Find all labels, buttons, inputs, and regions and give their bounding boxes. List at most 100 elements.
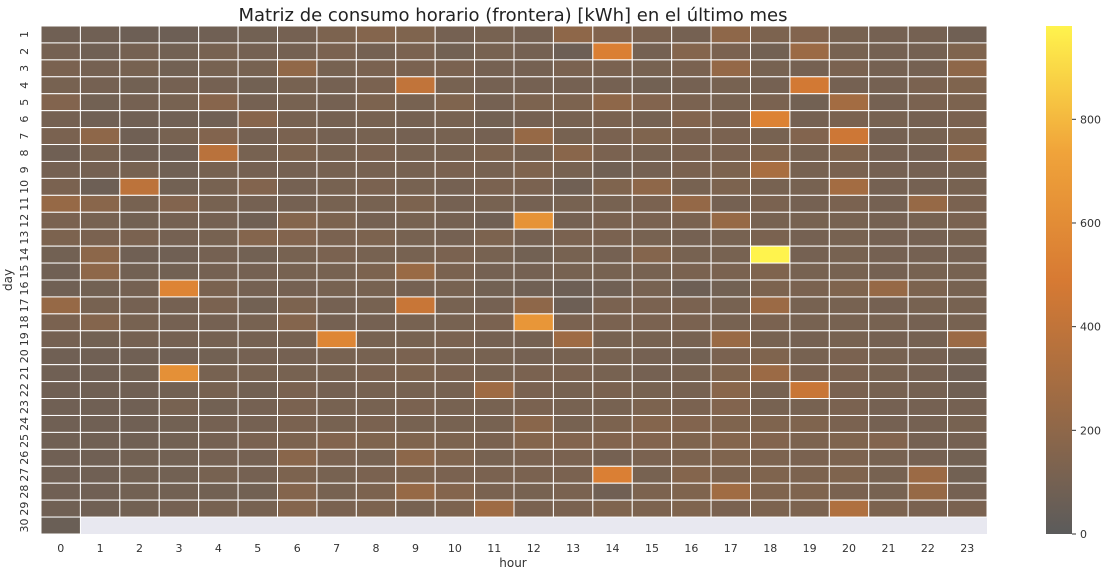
y-tick-label: 27 (18, 468, 31, 482)
heatmap-cell (434, 211, 476, 230)
heatmap-cell (474, 330, 515, 349)
heatmap-cell (710, 144, 752, 162)
heatmap-cell (789, 381, 830, 400)
heatmap-cell (828, 228, 870, 247)
heatmap-cell (631, 42, 673, 61)
heatmap-cell (237, 110, 278, 129)
heatmap-cell (789, 448, 830, 467)
heatmap-cell (868, 245, 909, 264)
heatmap-cell (750, 398, 791, 416)
heatmap-cell (316, 42, 357, 61)
heatmap-cell (79, 364, 121, 383)
heatmap-cell (434, 364, 476, 383)
heatmap-cell (158, 330, 200, 349)
heatmap-cell (868, 381, 909, 400)
heatmap-cell (750, 211, 791, 230)
heatmap-cell (79, 414, 121, 433)
heatmap-cell (828, 313, 870, 332)
heatmap-cell (592, 330, 633, 349)
heatmap-cell (237, 194, 278, 213)
heatmap-cell (277, 262, 318, 281)
y-tick-label: 19 (18, 332, 31, 346)
heatmap-cell (395, 144, 436, 162)
heatmap-cell (40, 364, 81, 383)
heatmap-cell (592, 42, 633, 61)
heatmap-cell (277, 499, 318, 518)
heatmap-cell (119, 482, 160, 501)
heatmap-cell (237, 313, 278, 332)
heatmap-cell (355, 431, 397, 450)
heatmap-cell (40, 194, 81, 213)
heatmap-cell (907, 127, 949, 146)
heatmap-cell (592, 144, 633, 162)
heatmap-cell (316, 279, 357, 298)
heatmap-cell (198, 194, 239, 213)
heatmap-cell (868, 364, 909, 383)
y-tick-label: 6 (18, 116, 31, 123)
heatmap-cell (79, 262, 121, 281)
heatmap-cell (395, 211, 436, 230)
heatmap-cell (474, 431, 515, 450)
heatmap-cell (513, 465, 554, 484)
heatmap-cell (316, 330, 357, 349)
heatmap-cell (513, 245, 554, 264)
heatmap-cell (395, 448, 436, 467)
heatmap-cell (710, 296, 752, 315)
y-tick-label: 16 (18, 281, 31, 295)
heatmap-cell (355, 262, 397, 281)
heatmap-cell (355, 499, 397, 518)
heatmap-cell (592, 364, 633, 383)
heatmap-cell (316, 465, 357, 484)
heatmap-cell (395, 482, 436, 501)
y-tick-label: 24 (18, 417, 31, 431)
y-tick-label: 9 (18, 166, 31, 173)
heatmap-cell (868, 76, 909, 95)
x-tick-label: 22 (921, 542, 935, 555)
heatmap-cell (119, 279, 160, 298)
heatmap-cell (355, 144, 397, 162)
heatmap-cell (789, 398, 830, 416)
heatmap-cell (947, 228, 988, 247)
heatmap-cell (750, 245, 791, 264)
heatmap-cell (828, 25, 870, 44)
colorbar-tick-label: 600 (1080, 217, 1101, 230)
heatmap-cell (434, 194, 476, 213)
x-tick-label: 5 (254, 542, 261, 555)
heatmap-cell (789, 296, 830, 315)
heatmap-cell (592, 499, 633, 518)
heatmap-cell (395, 127, 436, 146)
heatmap-cell (789, 177, 830, 196)
heatmap-cell (40, 76, 81, 95)
heatmap-cell (79, 431, 121, 450)
heatmap-cell (592, 211, 633, 230)
heatmap-cell (277, 127, 318, 146)
heatmap-cell (277, 144, 318, 162)
heatmap-cell (552, 296, 594, 315)
heatmap-cell (631, 245, 673, 264)
heatmap-cell (789, 313, 830, 332)
heatmap-cell (868, 211, 909, 230)
heatmap-cell (868, 194, 909, 213)
heatmap-cell (40, 177, 81, 196)
heatmap-cell (395, 59, 436, 78)
heatmap-cell (552, 127, 594, 146)
heatmap-cell (828, 364, 870, 383)
heatmap-cell (474, 245, 515, 264)
heatmap-cell (671, 228, 712, 247)
heatmap-cell (79, 110, 121, 129)
heatmap-cell (40, 313, 81, 332)
heatmap-cell (40, 398, 81, 416)
heatmap-cell (198, 448, 239, 467)
heatmap-cell (474, 398, 515, 416)
heatmap-cell (907, 279, 949, 298)
heatmap-cell (40, 228, 81, 247)
heatmap-cell (355, 194, 397, 213)
heatmap-cell (592, 93, 633, 112)
heatmap-cell (119, 448, 160, 467)
heatmap-cell (750, 110, 791, 129)
heatmap-cell (552, 414, 594, 433)
heatmap-cell (119, 499, 160, 518)
heatmap-cell (789, 245, 830, 264)
y-axis-ticks: 1234567891011121314151617181920212223242… (18, 31, 31, 533)
heatmap-cell (828, 431, 870, 450)
